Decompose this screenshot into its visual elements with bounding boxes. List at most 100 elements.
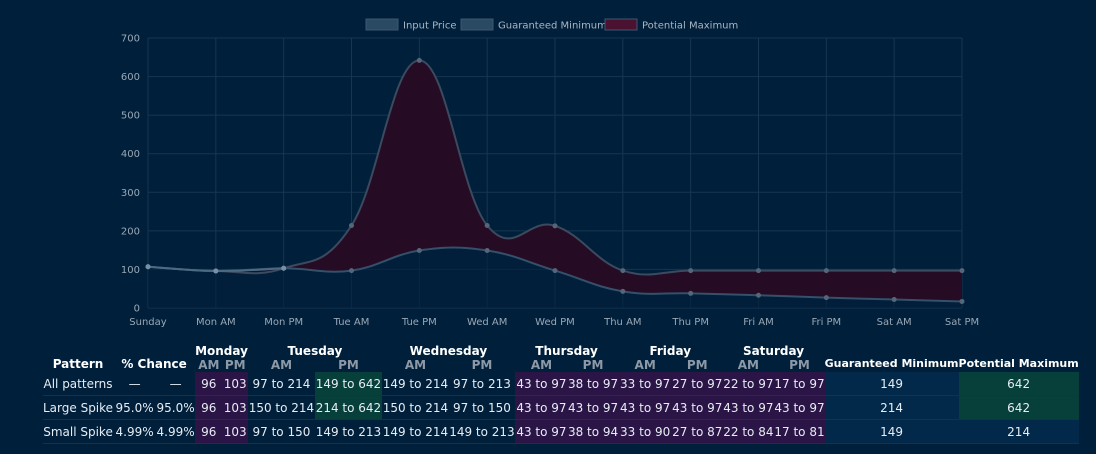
header-pm: PM (224, 358, 246, 372)
y-tick-label: 300 (121, 188, 140, 199)
guaranteed-min-point (484, 248, 490, 254)
table-row: Large Spike 95.0% 95.0% 96 103 150 to 214 214 … (43, 395, 1079, 420)
potential-max-point (891, 268, 897, 274)
pattern-cell: Small Spike (43, 419, 114, 444)
price-cell: 103 (222, 395, 248, 420)
header-am: AM (270, 358, 293, 372)
price-cell: 43 to 97 (672, 395, 723, 420)
legend-label: Guaranteed Minimum (498, 21, 607, 32)
price-cell: 97 to 213 (448, 372, 515, 396)
x-tick-label: Sunday (129, 317, 166, 328)
header-pm: PM (471, 358, 493, 372)
guaranteed-min-point (349, 268, 354, 274)
chance-cell: 4.99% (113, 419, 157, 444)
guaranteed-min-cell: 149 (824, 372, 959, 396)
y-tick-label: 400 (121, 149, 140, 160)
potential-max-point (620, 268, 626, 274)
prediction-table-body: All patterns — —96 103 97 to 214 149 to 642 14… (43, 372, 1079, 444)
guaranteed-min-cell: 214 (824, 395, 959, 420)
potential-max-point (349, 222, 354, 228)
legend-label: Input Price (403, 21, 456, 32)
potential-max-point (823, 268, 829, 274)
price-cell: 22 to 97 (722, 372, 775, 396)
legend-guaranteed-minimum[interactable]: Guaranteed Minimum (460, 18, 607, 32)
header-day-friday: Friday (649, 344, 692, 358)
guaranteed-min-point (688, 290, 694, 296)
x-tick-label: Wed AM (467, 317, 507, 328)
x-tick-label: Sat PM (945, 317, 979, 328)
potential-max-point (756, 268, 761, 274)
y-tick-label: 0 (134, 304, 140, 315)
legend-input-price[interactable]: Input Price (365, 18, 456, 32)
guaranteed-min-point (959, 298, 965, 304)
price-cell: 43 to 97 (618, 395, 673, 420)
header-am: AM (737, 358, 759, 372)
header-pm: PM (789, 358, 810, 372)
price-cell: 43 to 97 (514, 372, 568, 396)
header-am: AM (634, 358, 656, 372)
x-tick-label: Fri PM (811, 317, 841, 328)
header-guaranteed-min: Guaranteed Minimum (824, 357, 959, 370)
x-tick-label: Tue PM (401, 317, 437, 328)
price-cell: 149 to 213 (314, 419, 382, 444)
potential-max-point (959, 268, 965, 274)
y-tick-label: 100 (121, 265, 140, 276)
potential-max-cell: 214 (958, 419, 1079, 444)
header-day-tuesday: Tuesday (287, 344, 343, 358)
price-cell: 149 to 214 (381, 372, 449, 396)
table-row: All patterns — —96 103 97 to 214 149 to 642 14… (43, 372, 1079, 396)
price-cell: 149 to 213 (448, 419, 515, 444)
header-day-monday: Monday (195, 344, 248, 358)
potential-max-line (147, 59, 962, 276)
input-price-point (281, 265, 287, 271)
chance-cell: 95.0% (156, 395, 196, 420)
header-pm: PM (686, 358, 708, 372)
price-cell: 96 (195, 419, 223, 444)
header-am: AM (198, 358, 220, 372)
price-cell: 43 to 97 (514, 395, 568, 420)
guaranteed-min-point (823, 295, 829, 301)
input-price-point (213, 268, 219, 274)
price-cell: 214 to 642 (314, 395, 382, 420)
header-potential-max: Potential Maximum (958, 357, 1079, 370)
price-cell: 17 to 81 (774, 419, 825, 444)
input-price-point (145, 264, 151, 270)
price-cell: 150 to 214 (247, 395, 315, 420)
legend-potential-maximum[interactable]: Potential Maximum (604, 18, 738, 32)
price-cell: 97 to 214 (247, 372, 315, 396)
header-pattern: Pattern (52, 357, 104, 371)
y-tick-label: 600 (121, 72, 140, 83)
price-cell: 38 to 97 (567, 372, 619, 396)
prediction-table-wrap: Pattern % Chance Monday Tuesday Wednesda… (43, 343, 1079, 444)
table-row: Small Spike 4.99% 4.99% 96 103 97 to 150 149 t… (43, 419, 1079, 444)
price-cell: 96 (195, 372, 223, 396)
price-cell: 97 to 150 (247, 419, 315, 444)
price-cell: 43 to 97 (722, 395, 775, 420)
header-am: AM (404, 358, 427, 372)
potential-max-point (416, 57, 422, 63)
guaranteed-min-point (620, 288, 626, 294)
price-cell: 33 to 97 (618, 372, 673, 396)
chance-cell: — (156, 372, 196, 396)
guaranteed-min-area (148, 247, 962, 308)
header-pm: PM (338, 358, 359, 372)
price-cell: 103 (222, 419, 248, 444)
legend-swatch (365, 18, 399, 31)
potential-max-point (552, 223, 558, 229)
ampm-header-row: AM PM AM PM AM PM AM PM AM PM AM PM (43, 359, 1079, 372)
guaranteed-min-point (756, 292, 761, 298)
chance-cell: — (113, 372, 157, 396)
header-day-thursday: Thursday (535, 344, 598, 358)
price-cell: 43 to 97 (774, 395, 825, 420)
price-cell: 38 to 94 (567, 419, 619, 444)
chance-cell: 95.0% (113, 395, 157, 420)
guaranteed-min-cell: 149 (824, 419, 959, 444)
y-tick-label: 500 (121, 111, 140, 122)
x-tick-label: Thu PM (671, 317, 709, 328)
potential-max-point (688, 268, 694, 274)
legend-swatch (460, 18, 494, 31)
guaranteed-min-point (891, 297, 897, 303)
price-cell: 103 (222, 372, 248, 396)
chance-cell: 4.99% (156, 419, 196, 444)
chart-legend[interactable]: Input Price Guaranteed Minimum Potential M… (365, 18, 738, 32)
